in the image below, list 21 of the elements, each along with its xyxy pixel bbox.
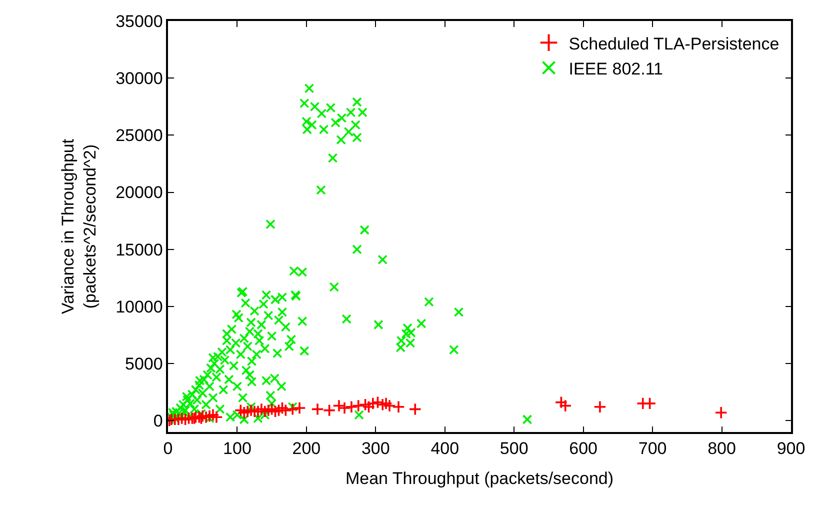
legend-label: IEEE 802.11 bbox=[568, 59, 663, 78]
x-tick-label: 900 bbox=[776, 439, 806, 458]
x-tick-label: 500 bbox=[500, 439, 528, 458]
y-axis-title: Variance in Throughput (packets^2/second^2) bbox=[58, 138, 100, 314]
y-tick-label: 35000 bbox=[116, 12, 163, 31]
x-tick-label: 800 bbox=[708, 439, 736, 458]
y-tick-label: 25000 bbox=[116, 126, 163, 146]
x-tick-label: 200 bbox=[292, 439, 321, 458]
y-tick-label: 30000 bbox=[116, 69, 163, 88]
legend-label: Scheduled TLA-Persistence bbox=[568, 34, 780, 54]
x-tick-label: 700 bbox=[638, 439, 667, 458]
x-axis-title: Mean Throughput (packets/second) bbox=[345, 469, 614, 488]
y-tick-label: 15000 bbox=[116, 240, 163, 260]
y-tick-label: 5000 bbox=[125, 354, 163, 374]
y-tick-label: 0 bbox=[153, 412, 163, 431]
x-tick-label: 100 bbox=[223, 439, 252, 458]
x-tick-label: 400 bbox=[430, 439, 460, 458]
x-tick-label: 600 bbox=[569, 439, 598, 458]
y-tick-label: 10000 bbox=[116, 297, 163, 316]
y-tick-label: 20000 bbox=[116, 183, 163, 202]
x-tick-label: 300 bbox=[361, 439, 390, 458]
